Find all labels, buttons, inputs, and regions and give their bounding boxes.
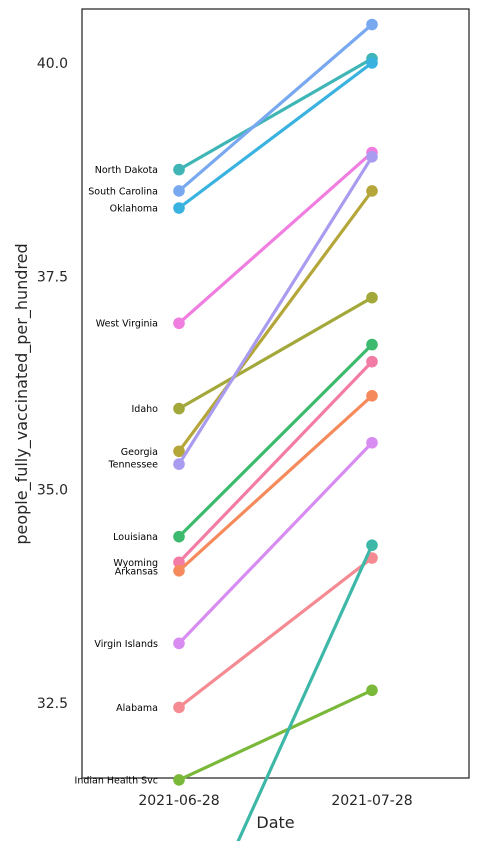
data-point: [173, 163, 185, 176]
series-label: Oklahoma: [110, 204, 158, 215]
x-axis-ticks: 2021-06-28 2021-07-28: [138, 793, 412, 809]
data-point: [366, 390, 378, 402]
series-line: [177, 394, 374, 573]
data-point: [173, 202, 185, 214]
series-line: [177, 189, 374, 453]
data-point: [173, 564, 185, 577]
series-line: [177, 556, 374, 709]
series-line: [177, 688, 374, 782]
data-point: [366, 436, 378, 449]
data-point: [366, 684, 378, 697]
data-point: [366, 18, 378, 31]
series-label: Alabama: [116, 703, 158, 714]
data-point: [173, 774, 185, 786]
series-label: Indian Health Svc: [75, 775, 158, 786]
series-label: Virgin Islands: [94, 639, 158, 650]
series-line: [236, 543, 374, 841]
series-line: [177, 57, 374, 172]
data-point: [173, 530, 185, 543]
y-axis-title: people_fully_vaccinated_per_hundred: [12, 243, 32, 544]
series-labels: North Dakota South Carolina Oklahoma West V…: [75, 165, 159, 786]
series-label: Wyoming: [113, 558, 158, 569]
data-point: [173, 458, 185, 470]
series-line: [177, 61, 374, 210]
y-tick-label: 37.5: [37, 269, 68, 285]
y-tick-label: 35.0: [37, 483, 68, 499]
x-tick-label: 2021-07-28: [331, 793, 412, 809]
data-point: [366, 185, 378, 197]
series-label: Arkansas: [115, 566, 158, 577]
y-axis-ticks: 25.027.530.032.535.037.540.0: [37, 56, 68, 712]
data-point: [366, 355, 378, 368]
data-point: [173, 637, 185, 650]
series-line: [177, 150, 374, 325]
y-tick-label: 40.0: [37, 56, 68, 72]
data-point: [173, 701, 185, 714]
series-label: Louisiana: [113, 532, 158, 543]
x-tick-label: 2021-06-28: [138, 793, 219, 809]
data-point: [366, 57, 378, 69]
series-label: West Virginia: [96, 319, 158, 330]
series-group: [173, 18, 378, 841]
series-line: [177, 360, 374, 564]
data-point: [366, 539, 378, 551]
y-tick-label: 32.5: [37, 696, 68, 712]
series-label: South Carolina: [88, 186, 158, 197]
series-label: Idaho: [132, 404, 159, 415]
data-point: [366, 150, 378, 163]
data-point: [173, 185, 185, 197]
data-point: [173, 556, 185, 569]
data-point: [366, 291, 378, 304]
data-point: [366, 338, 378, 351]
data-point: [173, 402, 185, 415]
series-line: [177, 441, 374, 645]
data-point: [173, 445, 185, 458]
series-line: [177, 155, 374, 466]
series-label: Tennessee: [107, 460, 158, 471]
x-axis-title: Date: [256, 813, 294, 832]
plot-area: [81, 8, 470, 779]
series-line: [177, 296, 374, 411]
series-line: [177, 342, 374, 539]
series-line: [177, 22, 374, 193]
series-label: Georgia: [121, 447, 158, 458]
data-point: [173, 317, 185, 330]
series-label: North Dakota: [95, 165, 158, 176]
